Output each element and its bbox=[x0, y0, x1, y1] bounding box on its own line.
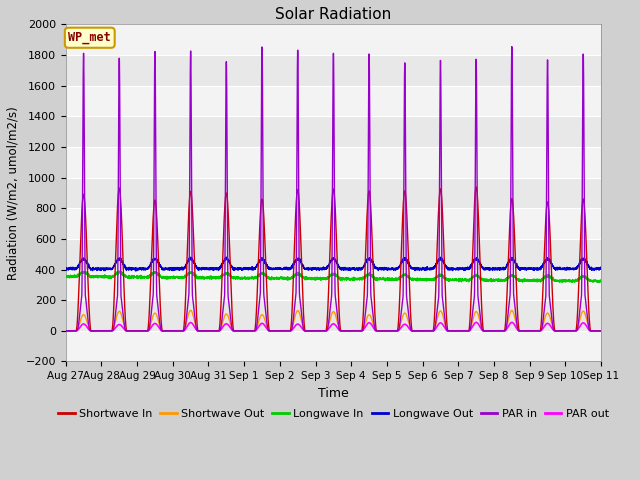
PAR out bbox=[597, 328, 605, 334]
Shortwave In bbox=[453, 328, 461, 334]
Longwave In bbox=[484, 277, 492, 283]
PAR in bbox=[484, 328, 492, 334]
PAR out bbox=[484, 328, 492, 334]
Line: PAR out: PAR out bbox=[66, 323, 601, 331]
Shortwave In bbox=[158, 326, 166, 332]
Longwave In bbox=[424, 276, 431, 282]
PAR in bbox=[424, 328, 431, 334]
PAR in bbox=[314, 328, 321, 334]
Shortwave Out bbox=[62, 328, 70, 334]
PAR in bbox=[597, 328, 605, 334]
Longwave Out bbox=[158, 267, 166, 273]
Longwave In bbox=[597, 276, 605, 282]
PAR in bbox=[596, 328, 604, 334]
Shortwave Out bbox=[187, 308, 195, 313]
Shortwave In bbox=[424, 328, 431, 334]
X-axis label: Time: Time bbox=[318, 387, 349, 400]
Longwave Out bbox=[454, 265, 461, 271]
PAR in bbox=[453, 328, 461, 334]
Shortwave In bbox=[314, 328, 321, 334]
Shortwave In bbox=[597, 328, 605, 334]
PAR out bbox=[453, 328, 461, 334]
Longwave In bbox=[62, 275, 70, 281]
Longwave In bbox=[115, 268, 123, 274]
Longwave In bbox=[158, 275, 166, 281]
Longwave In bbox=[314, 276, 321, 281]
Shortwave In bbox=[484, 328, 492, 334]
PAR out bbox=[508, 320, 516, 325]
Shortwave Out bbox=[484, 328, 492, 334]
PAR in bbox=[158, 328, 166, 334]
Shortwave In bbox=[472, 184, 480, 190]
Longwave Out bbox=[596, 266, 604, 272]
Shortwave Out bbox=[158, 328, 166, 334]
Shortwave In bbox=[62, 328, 70, 334]
Line: Longwave Out: Longwave Out bbox=[66, 257, 601, 271]
PAR out bbox=[596, 328, 604, 334]
Longwave Out bbox=[424, 265, 431, 271]
Longwave Out bbox=[62, 267, 70, 273]
PAR out bbox=[62, 328, 70, 334]
Bar bbox=[66, 331, 601, 361]
Line: Shortwave Out: Shortwave Out bbox=[66, 311, 601, 331]
Title: Solar Radiation: Solar Radiation bbox=[275, 7, 392, 22]
Line: Shortwave In: Shortwave In bbox=[66, 187, 601, 331]
Longwave Out bbox=[132, 268, 140, 274]
Y-axis label: Radiation (W/m2, umol/m2/s): Radiation (W/m2, umol/m2/s) bbox=[7, 106, 20, 280]
Bar bbox=[66, 270, 601, 300]
Bar bbox=[66, 208, 601, 239]
PAR in bbox=[508, 44, 516, 49]
Line: Longwave In: Longwave In bbox=[66, 271, 601, 282]
Longwave Out bbox=[597, 264, 605, 270]
Bar bbox=[66, 147, 601, 178]
Bar bbox=[66, 24, 601, 55]
PAR out bbox=[158, 328, 166, 334]
Longwave In bbox=[596, 278, 604, 284]
Bar bbox=[66, 86, 601, 117]
Shortwave Out bbox=[424, 328, 431, 334]
Longwave In bbox=[568, 279, 576, 285]
Line: PAR in: PAR in bbox=[66, 47, 601, 331]
Legend: Shortwave In, Shortwave Out, Longwave In, Longwave Out, PAR in, PAR out: Shortwave In, Shortwave Out, Longwave In… bbox=[53, 405, 613, 423]
Shortwave Out bbox=[597, 328, 605, 334]
PAR out bbox=[424, 328, 431, 334]
Shortwave Out bbox=[596, 328, 604, 334]
Longwave Out bbox=[187, 254, 195, 260]
Shortwave Out bbox=[314, 328, 321, 334]
Text: WP_met: WP_met bbox=[68, 31, 111, 44]
PAR in bbox=[62, 328, 70, 334]
Longwave Out bbox=[484, 265, 492, 271]
Shortwave In bbox=[596, 328, 604, 334]
Shortwave Out bbox=[454, 328, 461, 334]
Longwave Out bbox=[314, 266, 321, 272]
Longwave In bbox=[454, 277, 461, 283]
PAR out bbox=[314, 328, 321, 334]
